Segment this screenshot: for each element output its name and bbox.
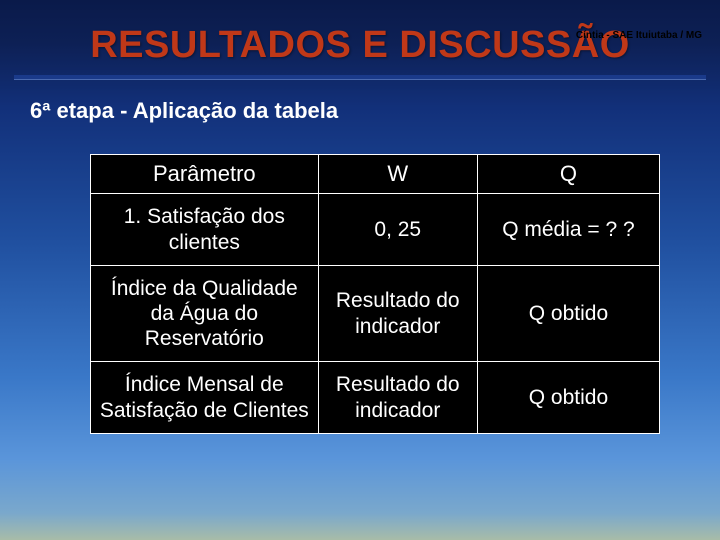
cell-q: Q obtido [477, 265, 659, 362]
cell-w: Resultado do indicador [318, 265, 477, 362]
table-row: Índice da Qualidade da Água do Reservató… [91, 265, 660, 362]
table-row: 1. Satisfação dos clientes 0, 25 Q média… [91, 194, 660, 265]
cell-param: 1. Satisfação dos clientes [91, 194, 319, 265]
col-header-w: W [318, 155, 477, 194]
cell-w: 0, 25 [318, 194, 477, 265]
col-header-q: Q [477, 155, 659, 194]
attribution-text: Cíntia - SAE Ituiutaba / MG [576, 30, 702, 41]
slide-subtitle: 6ª etapa - Aplicação da tabela [30, 98, 720, 124]
cell-param: Índice da Qualidade da Água do Reservató… [91, 265, 319, 362]
cell-w: Resultado do indicador [318, 362, 477, 433]
table-header-row: Parâmetro W Q [91, 155, 660, 194]
col-header-parametro: Parâmetro [91, 155, 319, 194]
table-row: Índice Mensal de Satisfação de Clientes … [91, 362, 660, 433]
cell-q: Q média = ? ? [477, 194, 659, 265]
cell-q: Q obtido [477, 362, 659, 433]
cell-param: Índice Mensal de Satisfação de Clientes [91, 362, 319, 433]
title-underline [14, 75, 706, 80]
parameters-table: Parâmetro W Q 1. Satisfação dos clientes… [90, 154, 660, 434]
table-container: Parâmetro W Q 1. Satisfação dos clientes… [90, 154, 660, 434]
